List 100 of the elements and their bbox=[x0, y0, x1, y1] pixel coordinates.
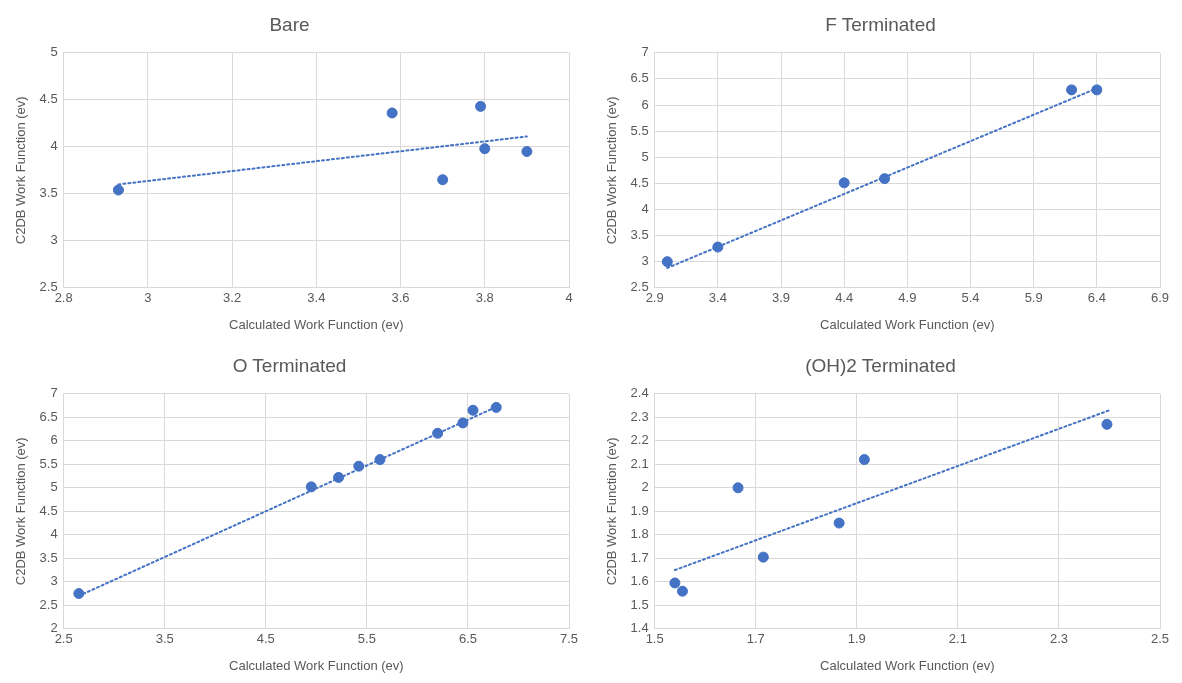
y-tick-label: 4.5 bbox=[39, 91, 58, 107]
x-tick-label: 3.2 bbox=[223, 290, 242, 306]
y-tick-label: 4 bbox=[50, 526, 58, 542]
x-tick-label: 3.8 bbox=[475, 290, 494, 306]
point bbox=[838, 177, 850, 189]
point bbox=[432, 427, 444, 439]
y-tick-label: 1.6 bbox=[630, 573, 649, 589]
y-tick-label: 1.8 bbox=[630, 526, 649, 542]
y-axis-title: C2DB Work Function (ev) bbox=[13, 96, 29, 245]
x-tick-label: 6.9 bbox=[1150, 290, 1170, 306]
x-tick-label: 3.9 bbox=[771, 290, 791, 306]
x-tick-label: 1.7 bbox=[746, 631, 765, 647]
point bbox=[833, 517, 845, 529]
y-tick-label: 5.5 bbox=[39, 455, 58, 471]
chart-title: F Terminated bbox=[825, 13, 936, 35]
x-axis-title: Calculated Work Function (ev) bbox=[229, 657, 404, 673]
point bbox=[374, 454, 386, 466]
x-tick-label: 3.5 bbox=[155, 631, 174, 647]
y-tick-label: 2.4 bbox=[630, 385, 649, 401]
x-tick-label: 2.5 bbox=[1150, 631, 1170, 647]
y-tick-label: 1.5 bbox=[630, 596, 649, 612]
point bbox=[437, 174, 449, 186]
chart-title: Bare bbox=[269, 13, 310, 35]
y-tick-label: 4.5 bbox=[630, 174, 649, 190]
x-tick-label: 5.9 bbox=[1024, 290, 1043, 306]
x-axis-title: Calculated Work Function (ev) bbox=[820, 657, 995, 673]
chart-title: O Terminated bbox=[232, 354, 347, 376]
x-tick-label: 5.4 bbox=[961, 290, 980, 306]
x-tick-label: 4 bbox=[565, 290, 573, 306]
point bbox=[457, 417, 469, 429]
x-tick-label: 5.5 bbox=[357, 631, 376, 647]
x-tick-label: 1.9 bbox=[847, 631, 866, 647]
point bbox=[353, 460, 365, 472]
y-tick-label: 2.3 bbox=[630, 408, 649, 424]
x-tick-label: 3.6 bbox=[391, 290, 410, 306]
y-axis-title: C2DB Work Function (ev) bbox=[604, 437, 620, 586]
x-tick-label: 4.5 bbox=[256, 631, 275, 647]
point bbox=[490, 401, 502, 413]
x-tick-label: 6.5 bbox=[458, 631, 477, 647]
x-tick-label: 4.9 bbox=[898, 290, 917, 306]
x-tick-label: 4.4 bbox=[835, 290, 854, 306]
point bbox=[479, 143, 491, 155]
point bbox=[521, 146, 533, 157]
point bbox=[661, 256, 673, 268]
x-tick-label: 7.5 bbox=[559, 631, 579, 647]
point bbox=[757, 551, 769, 563]
point bbox=[1101, 418, 1113, 430]
y-tick-label: 5.5 bbox=[630, 122, 649, 138]
y-tick-label: 7 bbox=[50, 385, 58, 401]
point bbox=[1066, 84, 1078, 96]
y-tick-label: 5 bbox=[50, 44, 58, 60]
y-tick-label: 4 bbox=[50, 138, 58, 154]
y-tick-label: 2.5 bbox=[39, 596, 58, 612]
x-tick-label: 3.4 bbox=[307, 290, 326, 306]
y-tick-label: 7 bbox=[641, 44, 649, 60]
chart-title: (OH)2 Terminated bbox=[805, 354, 956, 376]
x-axis-title: Calculated Work Function (ev) bbox=[820, 316, 995, 332]
y-tick-label: 2 bbox=[641, 479, 649, 495]
y-tick-label: 1.9 bbox=[630, 502, 649, 518]
point bbox=[676, 585, 688, 597]
y-tick-label: 4.5 bbox=[39, 502, 58, 518]
x-tick-label: 3.4 bbox=[708, 290, 727, 306]
y-tick-label: 3.5 bbox=[39, 549, 58, 565]
y-tick-label: 5 bbox=[50, 479, 58, 495]
x-tick-label: 2.8 bbox=[54, 290, 73, 306]
y-tick-label: 4 bbox=[641, 201, 649, 217]
x-tick-label: 2.9 bbox=[645, 290, 664, 306]
point bbox=[475, 100, 487, 112]
x-tick-label: 2.1 bbox=[948, 631, 967, 647]
y-tick-label: 6.5 bbox=[39, 408, 58, 424]
y-tick-label: 3 bbox=[50, 573, 58, 589]
y-tick-label: 2.1 bbox=[630, 455, 649, 471]
y-tick-label: 3 bbox=[50, 232, 58, 248]
point bbox=[112, 184, 124, 196]
x-tick-label: 2.3 bbox=[1049, 631, 1068, 647]
y-tick-label: 3.5 bbox=[39, 185, 58, 201]
point bbox=[73, 588, 85, 600]
y-tick-label: 3.5 bbox=[630, 227, 649, 243]
point bbox=[712, 241, 724, 253]
y-tick-label: 6 bbox=[50, 432, 58, 448]
point bbox=[879, 173, 891, 185]
x-axis-title: Calculated Work Function (ev) bbox=[229, 316, 404, 332]
point bbox=[1091, 84, 1103, 96]
point bbox=[333, 471, 345, 483]
point bbox=[858, 454, 870, 466]
y-axis-title: C2DB Work Function (ev) bbox=[604, 96, 620, 245]
y-axis-title: C2DB Work Function (ev) bbox=[13, 437, 29, 586]
y-tick-label: 2.2 bbox=[630, 432, 649, 448]
x-tick-label: 6.4 bbox=[1087, 290, 1106, 306]
point bbox=[386, 107, 398, 119]
y-tick-label: 6.5 bbox=[630, 70, 649, 86]
x-tick-label: 3 bbox=[144, 290, 152, 306]
y-tick-label: 6 bbox=[641, 96, 649, 112]
y-tick-label: 5 bbox=[641, 148, 649, 164]
point bbox=[467, 404, 479, 416]
y-tick-label: 3 bbox=[641, 253, 649, 269]
point bbox=[732, 482, 744, 494]
point bbox=[305, 481, 317, 493]
point bbox=[669, 577, 681, 589]
y-tick-label: 1.7 bbox=[630, 549, 649, 565]
